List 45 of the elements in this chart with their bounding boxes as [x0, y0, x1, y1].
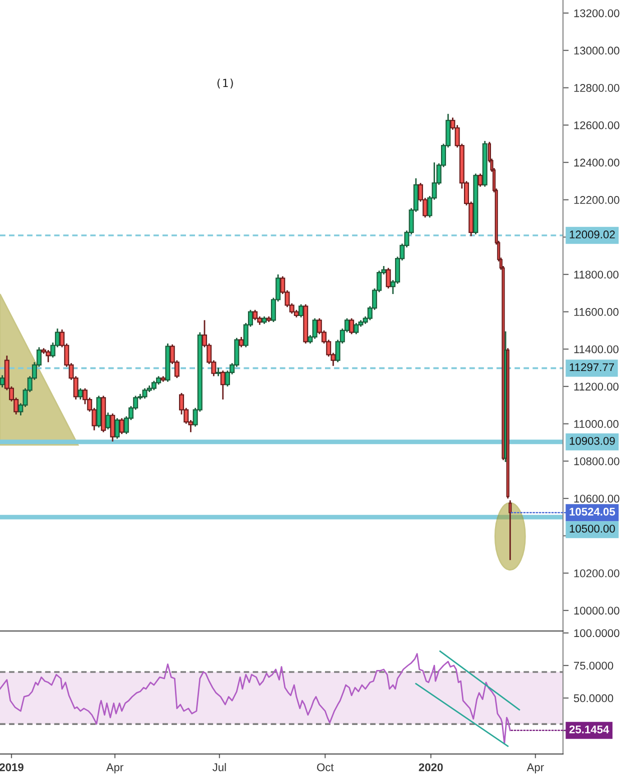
- candlestick: [349, 318, 354, 335]
- x-tick-label: Oct: [317, 763, 334, 772]
- candlestick: [298, 304, 304, 318]
- candlestick: [110, 412, 116, 442]
- y-tick-label: 50.0000: [574, 694, 614, 702]
- annotation: 10524.05: [570, 508, 616, 516]
- candlestick: [252, 309, 258, 321]
- y-tick-label: 12600.00: [574, 121, 620, 130]
- y-tick-label: 11800.00: [574, 270, 619, 279]
- y-tick-label: 100.0000: [574, 629, 620, 638]
- ref-line-label: 10500.00: [570, 524, 615, 533]
- x-tick-label: Apr: [106, 763, 124, 774]
- line-series: [0, 653, 511, 744]
- ref-line-label: 11297.77: [570, 363, 614, 372]
- ref-line-label: 10903.09: [570, 436, 615, 445]
- candlestick: [105, 412, 111, 430]
- candlestick: [0, 374, 5, 388]
- candlestick: [386, 267, 391, 290]
- y-tick-label: 12400.00: [574, 158, 620, 167]
- y-tick-label: 13200.00: [574, 9, 620, 18]
- annotation: 25.1454: [569, 725, 610, 734]
- x-tick-label: 2020: [418, 763, 443, 772]
- x-tick-label: Jul: [212, 763, 226, 772]
- candlestick: [478, 172, 483, 188]
- candlestick: [119, 417, 124, 435]
- y-tick-label: 10600.00: [574, 494, 620, 503]
- y-tick-label: 11600.00: [574, 308, 619, 316]
- y-tick-label: 10200.00: [574, 569, 620, 578]
- ref-line-label: 12009.02: [570, 230, 615, 238]
- y-tick-label: 11000.00: [574, 420, 619, 428]
- candlestick: [238, 336, 244, 348]
- y-tick-label: 10000.00: [574, 606, 620, 615]
- x-tick-label: 2019: [0, 763, 24, 772]
- candlestick: [220, 370, 226, 400]
- y-tick-label: 11200.00: [574, 382, 619, 391]
- y-tick-label: 75.0000: [574, 662, 614, 670]
- y-tick-label: 12800.00: [574, 84, 620, 92]
- annotation: (1): [217, 78, 233, 88]
- x-tick-label: Apr: [526, 763, 544, 774]
- y-tick-label: 12200.00: [574, 196, 620, 204]
- y-tick-label: 13000.00: [574, 46, 620, 55]
- y-tick-label: 11400.00: [574, 345, 619, 354]
- candlestick: [114, 417, 120, 440]
- y-tick-label: 10800.00: [574, 457, 620, 466]
- candlestick: [78, 388, 83, 400]
